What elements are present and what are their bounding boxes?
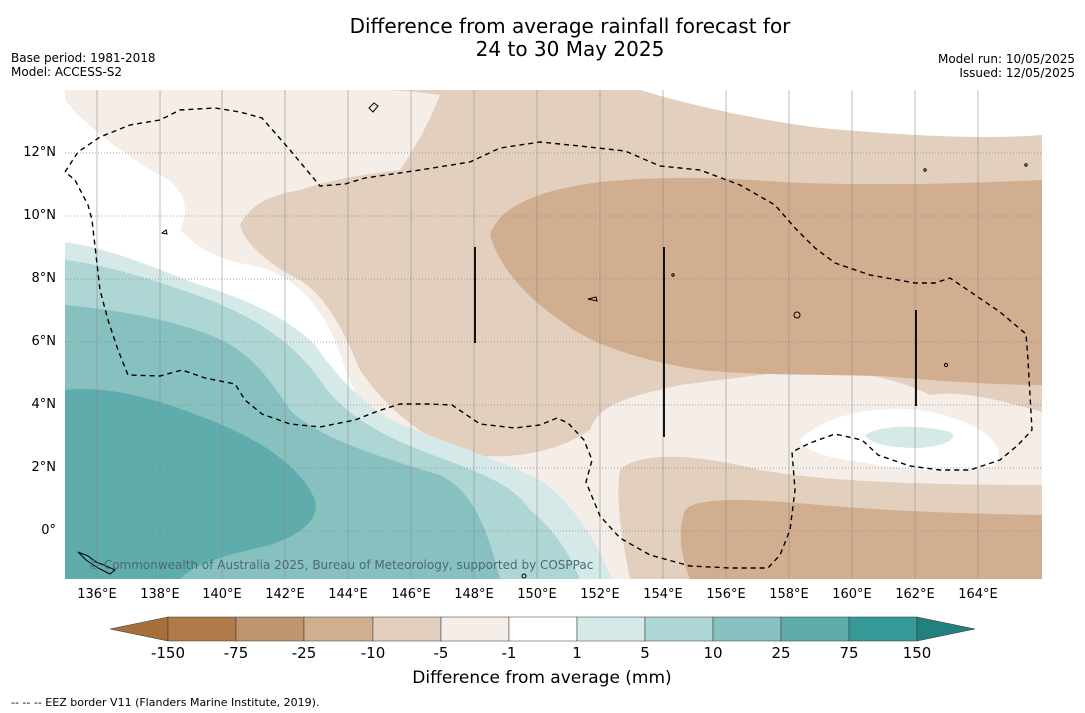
lon-label: 138°E [140,587,180,602]
islands [77,102,1028,579]
lon-label: 136°E [77,587,117,602]
solid-border-marks [474,247,917,437]
lat-label: 8°N [31,271,57,286]
lon-label: 146°E [391,587,431,602]
latitude-gridlines [65,152,1042,532]
colorbar-tick-label: 75 [839,644,859,662]
neutral-zone-northeast [640,90,1042,138]
colorbar-tick-label: -75 [223,644,249,662]
colorbar-tick-label: 5 [640,644,650,662]
colorbar-segment [440,616,510,642]
colorbar-extend-low [109,616,169,642]
colorbar-segment [303,616,374,642]
lat-label: 2°N [31,460,57,475]
dark-brown-core [490,177,1042,385]
colorbar-title: Difference from average (mm) [412,668,672,688]
colorbar-tick-label: -150 [150,644,186,662]
dark-brown-south [680,500,1042,579]
lon-label: 160°E [832,587,872,602]
lat-label: 6°N [31,334,57,349]
model-run: Model run: 10/05/2025 [937,52,1075,66]
model-name: Model: ACCESS-S2 [11,65,123,79]
colorbar-tick-label: 150 [902,644,932,662]
colorbar-segment [644,616,714,642]
colorbar-segment [712,616,782,642]
lon-label: 140°E [202,587,242,602]
colorbar-tick-label: -5 [433,644,449,662]
lon-label: 158°E [769,587,809,602]
colorbar [109,616,976,642]
colorbar-tick-label: -1 [501,644,517,662]
green-spot-east [865,426,954,448]
map-fill-layers [65,90,1042,579]
colorbar-tick-label: 1 [572,644,582,662]
longitude-gridlines [96,90,979,579]
lat-label: 0° [41,523,56,538]
lon-label: 152°E [580,587,620,602]
chart-title-line-2: 24 to 30 May 2025 [475,37,665,61]
colorbar-segment [508,616,578,642]
meta-right: Model run: 10/05/2025 Issued: 12/05/2025 [938,52,1075,80]
issued-date: Issued: 12/05/2025 [959,66,1075,80]
lon-label: 150°E [517,587,557,602]
colorbar-tick-label: -10 [360,644,386,662]
eez-footnote: -- -- -- EEZ border V11 (Flanders Marine… [11,696,320,709]
colorbar-segment [780,616,850,642]
colorbar-segment [235,616,305,642]
lon-label: 162°E [895,587,935,602]
colorbar-tick-label: -25 [291,644,317,662]
copyright-notice: © Commonwealth of Australia 2025, Bureau… [88,558,594,572]
colorbar-segment [167,616,237,642]
colorbar-segment [848,616,918,642]
lon-label: 154°E [643,587,683,602]
lat-label: 4°N [31,397,57,412]
lon-label: 164°E [958,587,998,602]
colorbar-tick-label: 10 [703,644,723,662]
colorbar-extend-high [916,616,976,642]
lat-label: 10°N [23,208,56,223]
eez-borders [64,107,1033,569]
lon-label: 148°E [454,587,494,602]
colorbar-segment [576,616,646,642]
base-period: Base period: 1981-2018 [11,51,156,65]
chart-title-line-1: Difference from average rainfall forecas… [349,14,791,38]
green-band-4 [65,389,316,579]
meta-left: Base period: 1981-2018 Model: ACCESS-S2 [11,51,156,79]
lon-label: 156°E [706,587,746,602]
colorbar-tick-label: 25 [771,644,791,662]
lat-label: 12°N [23,145,56,160]
lon-label: 142°E [265,587,305,602]
colorbar-segment [372,616,442,642]
lon-label: 144°E [328,587,368,602]
